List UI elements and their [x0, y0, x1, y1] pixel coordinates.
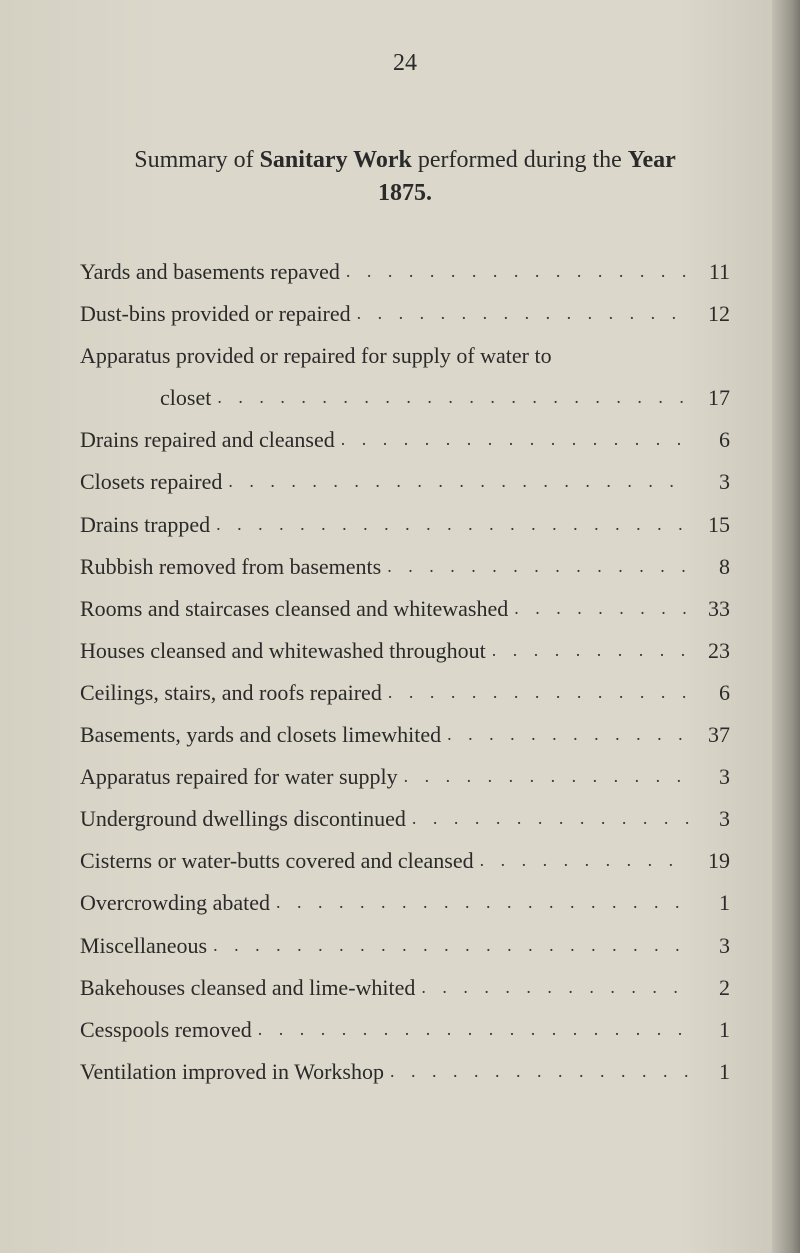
item-label: Basements, yards and closets limewhited — [80, 718, 441, 752]
item-label: Apparatus repaired for water supply — [80, 760, 398, 794]
dot-leader: . . . . . . . . . . . . . . . . . . . . … — [211, 384, 690, 412]
dot-leader: . . . . . . . . . . . . . . . . . . . . … — [335, 426, 690, 454]
title-bold-1: Sanitary Work — [260, 147, 412, 173]
item-row: Drains repaired and cleansed. . . . . . … — [80, 423, 730, 457]
items-list: Yards and basements repaved. . . . . . .… — [80, 255, 730, 1089]
item-value: 8 — [690, 550, 730, 584]
dot-leader: . . . . . . . . . . . . . . . . . . . . … — [406, 805, 690, 833]
item-value: 12 — [690, 297, 730, 331]
item-value: 11 — [690, 255, 730, 289]
item-value: 33 — [690, 592, 730, 626]
item-label: Drains repaired and cleansed — [80, 423, 335, 457]
item-row: Cisterns or water-butts covered and clea… — [80, 844, 730, 878]
title: Summary of Sanitary Work performed durin… — [80, 147, 730, 174]
item-value: 19 — [690, 844, 730, 878]
title-bold-2: Year — [628, 147, 676, 173]
page-number: 24 — [80, 50, 730, 77]
item-row: Overcrowding abated. . . . . . . . . . .… — [80, 886, 730, 920]
dot-leader: . . . . . . . . . . . . . . . . . . . . … — [351, 300, 690, 328]
dot-leader: . . . . . . . . . . . . . . . . . . . . … — [252, 1016, 690, 1044]
item-label: Dust-bins provided or repaired — [80, 297, 351, 331]
item-value: 17 — [690, 381, 730, 415]
dot-leader: . . . . . . . . . . . . . . . . . . . . … — [398, 763, 690, 791]
item-value: 6 — [690, 423, 730, 457]
dot-leader: . . . . . . . . . . . . . . . . . . . . … — [486, 637, 690, 665]
item-row: Basements, yards and closets limewhited.… — [80, 718, 730, 752]
item-row: Cesspools removed. . . . . . . . . . . .… — [80, 1013, 730, 1047]
dot-leader: . . . . . . . . . . . . . . . . . . . . … — [415, 974, 690, 1002]
item-label: Drains trapped — [80, 508, 210, 542]
item-label: Rooms and staircases cleansed and whitew… — [80, 592, 508, 626]
item-row: Apparatus provided or repaired for suppl… — [80, 339, 730, 373]
item-value: 37 — [690, 718, 730, 752]
dot-leader: . . . . . . . . . . . . . . . . . . . . … — [441, 721, 690, 749]
item-label: Ventilation improved in Workshop — [80, 1055, 384, 1089]
page-right-edge — [772, 0, 800, 1253]
item-label: Underground dwellings discontinued — [80, 802, 406, 836]
item-value: 3 — [690, 802, 730, 836]
item-row: Dust-bins provided or repaired. . . . . … — [80, 297, 730, 331]
title-middle: performed during the — [418, 147, 622, 173]
item-label: Apparatus provided or repaired for suppl… — [80, 339, 552, 373]
item-row: Rubbish removed from basements. . . . . … — [80, 550, 730, 584]
item-label: Rubbish removed from basements — [80, 550, 381, 584]
dot-leader: . . . . . . . . . . . . . . . . . . . . … — [508, 595, 690, 623]
item-value: 2 — [690, 971, 730, 1005]
item-row: Apparatus repaired for water supply. . .… — [80, 760, 730, 794]
dot-leader: . . . . . . . . . . . . . . . . . . . . … — [340, 258, 690, 286]
document-page: 24 Summary of Sanitary Work performed du… — [0, 0, 800, 1253]
item-row-continuation: closet. . . . . . . . . . . . . . . . . … — [80, 381, 730, 415]
item-value: 6 — [690, 676, 730, 710]
item-label: Bakehouses cleansed and lime-whited — [80, 971, 415, 1005]
dot-leader: . . . . . . . . . . . . . . . . . . . . … — [270, 889, 690, 917]
item-row: Houses cleansed and whitewashed througho… — [80, 634, 730, 668]
item-label-continuation: closet — [80, 381, 211, 415]
dot-leader: . . . . . . . . . . . . . . . . . . . . … — [382, 679, 690, 707]
year: 1875. — [80, 180, 730, 207]
item-label: Houses cleansed and whitewashed througho… — [80, 634, 486, 668]
dot-leader: . . . . . . . . . . . . . . . . . . . . … — [222, 468, 690, 496]
item-label: Cisterns or water-butts covered and clea… — [80, 844, 474, 878]
item-label: Ceilings, stairs, and roofs repaired — [80, 676, 382, 710]
item-row: Closets repaired. . . . . . . . . . . . … — [80, 465, 730, 499]
item-value: 15 — [690, 508, 730, 542]
item-row: Yards and basements repaved. . . . . . .… — [80, 255, 730, 289]
item-row: Bakehouses cleansed and lime-whited. . .… — [80, 971, 730, 1005]
item-label: Miscellaneous — [80, 929, 207, 963]
item-value: 1 — [690, 1013, 730, 1047]
item-value: 3 — [690, 760, 730, 794]
item-value: 1 — [690, 1055, 730, 1089]
dot-leader: . . . . . . . . . . . . . . . . . . . . … — [474, 847, 690, 875]
dot-leader: . . . . . . . . . . . . . . . . . . . . … — [381, 553, 690, 581]
item-row: Rooms and staircases cleansed and whitew… — [80, 592, 730, 626]
item-value: 1 — [690, 886, 730, 920]
item-label: Cesspools removed — [80, 1013, 252, 1047]
dot-leader: . . . . . . . . . . . . . . . . . . . . … — [210, 511, 690, 539]
dot-leader: . . . . . . . . . . . . . . . . . . . . … — [207, 932, 690, 960]
item-label: Yards and basements repaved — [80, 255, 340, 289]
item-row: Ventilation improved in Workshop. . . . … — [80, 1055, 730, 1089]
item-label: Closets repaired — [80, 465, 222, 499]
item-row: Ceilings, stairs, and roofs repaired. . … — [80, 676, 730, 710]
title-prefix: Summary of — [134, 147, 253, 173]
dot-leader: . . . . . . . . . . . . . . . . . . . . … — [384, 1058, 690, 1086]
item-label: Overcrowding abated — [80, 886, 270, 920]
item-value: 3 — [690, 465, 730, 499]
item-row: Miscellaneous. . . . . . . . . . . . . .… — [80, 929, 730, 963]
item-value: 23 — [690, 634, 730, 668]
item-row: Underground dwellings discontinued. . . … — [80, 802, 730, 836]
item-value: 3 — [690, 929, 730, 963]
item-row: Drains trapped. . . . . . . . . . . . . … — [80, 508, 730, 542]
